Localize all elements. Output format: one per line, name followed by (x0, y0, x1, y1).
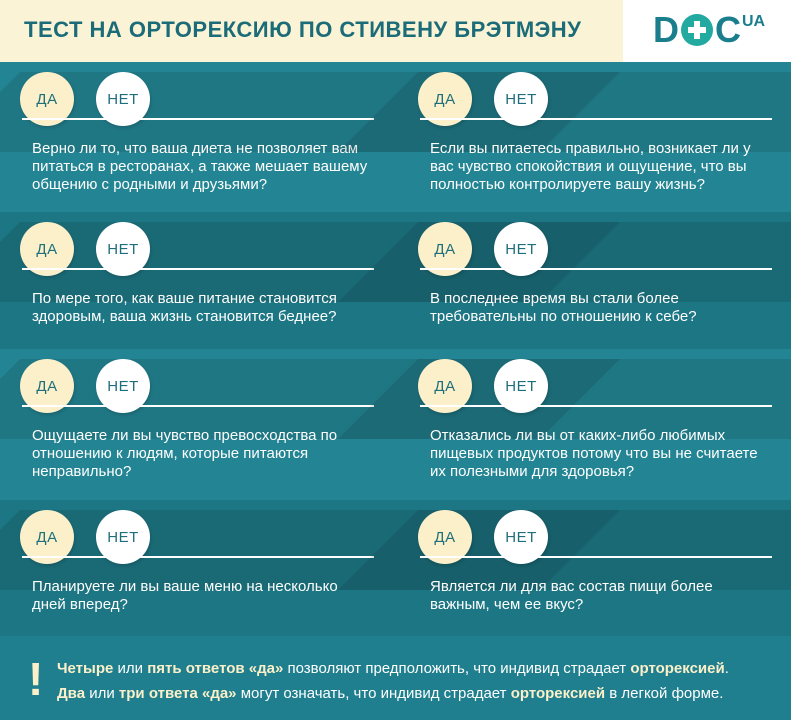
no-button[interactable]: НЕТ (494, 222, 548, 276)
no-button[interactable]: НЕТ (96, 72, 150, 126)
header: ТЕСТ НА ОРТОРЕКСИЮ ПО СТИВЕНУ БРЭТМЭНУ D… (0, 0, 791, 62)
divider (22, 118, 374, 120)
medical-cross-icon (681, 14, 713, 46)
yes-button[interactable]: ДА (20, 510, 74, 564)
question-text: По мере того, как ваше питание становитс… (32, 290, 337, 325)
divider (420, 405, 772, 407)
yes-button[interactable]: ДА (418, 222, 472, 276)
logo-letter-d: D (653, 9, 679, 50)
question-card-7: ДА НЕТ Планируете ли вы ваше меню на нес… (0, 500, 620, 636)
exclamation-icon: ! (28, 653, 44, 705)
question-row-1: ДА НЕТ Верно ли то, что ваша диета не по… (0, 62, 791, 212)
question-text: Отказались ли вы от каких-либо любимых п… (430, 427, 758, 480)
page-title: ТЕСТ НА ОРТОРЕКСИЮ ПО СТИВЕНУ БРЭТМЭНУ (24, 17, 582, 42)
logo[interactable]: D C UA (623, 0, 791, 62)
yes-button[interactable]: ДА (20, 72, 74, 126)
question-row-4: ДА НЕТ Планируете ли вы ваше меню на нес… (0, 500, 791, 636)
divider (420, 118, 772, 120)
question-text: Является ли для вас состав пищи более ва… (430, 578, 713, 613)
yes-button[interactable]: ДА (418, 510, 472, 564)
question-row-3: ДА НЕТ Ощущаете ли вы чувство превосходс… (0, 349, 791, 500)
question-row-2: ДА НЕТ По мере того, как ваше питание ст… (0, 212, 791, 349)
question-text: Планируете ли вы ваше меню на несколько … (32, 578, 338, 613)
no-button[interactable]: НЕТ (96, 510, 150, 564)
logo-ua: UA (742, 13, 766, 30)
yes-button[interactable]: ДА (418, 72, 472, 126)
divider (22, 268, 374, 270)
question-text: В последнее время вы стали более требова… (430, 290, 697, 325)
question-text: Ощущаете ли вы чувство превосходства по … (32, 427, 338, 480)
question-text: Верно ли то, что ваша диета не позволяет… (32, 140, 368, 193)
question-card-2: ДА НЕТ Если вы питаетесь правильно, возн… (338, 62, 791, 212)
no-button[interactable]: НЕТ (96, 222, 150, 276)
no-button[interactable]: НЕТ (494, 359, 548, 413)
yes-button[interactable]: ДА (20, 359, 74, 413)
logo-letter-c: C (715, 9, 741, 50)
no-button[interactable]: НЕТ (96, 359, 150, 413)
yes-button[interactable]: ДА (20, 222, 74, 276)
footer-note: ! Четыре или пять ответов «да» позволяют… (0, 648, 791, 720)
no-button[interactable]: НЕТ (494, 72, 548, 126)
divider (22, 405, 374, 407)
question-card-1: ДА НЕТ Верно ли то, что ваша диета не по… (0, 62, 620, 212)
question-card-4: ДА НЕТ В последнее время вы стали более … (338, 212, 791, 349)
question-card-8: ДА НЕТ Является ли для вас состав пищи б… (338, 500, 791, 636)
footer-line-1: Четыре или пять ответов «да» позволяют п… (57, 660, 729, 677)
yes-button[interactable]: ДА (418, 359, 472, 413)
footer-line-2: Два или три ответа «да» могут означать, … (57, 685, 724, 702)
divider (420, 268, 772, 270)
question-text: Если вы питаетесь правильно, возникает л… (430, 140, 751, 193)
no-button[interactable]: НЕТ (494, 510, 548, 564)
question-card-6: ДА НЕТ Отказались ли вы от каких-либо лю… (338, 349, 791, 499)
question-card-3: ДА НЕТ По мере того, как ваше питание ст… (0, 212, 620, 349)
divider (22, 556, 374, 558)
question-card-5: ДА НЕТ Ощущаете ли вы чувство превосходс… (0, 349, 620, 499)
divider (420, 556, 772, 558)
